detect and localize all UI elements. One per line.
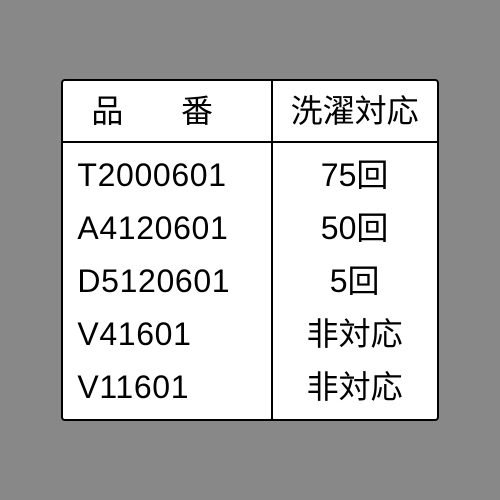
wash-support-cell: 非対応 — [272, 308, 437, 361]
wash-support-cell: 50回 — [272, 202, 437, 255]
table-row: D5120601 5回 — [63, 255, 436, 308]
table-row: V41601 非対応 — [63, 308, 436, 361]
product-number-cell: V41601 — [63, 308, 271, 361]
wash-support-cell: 5回 — [272, 255, 437, 308]
column-header-wash-support: 洗濯対応 — [272, 81, 437, 143]
product-number-cell: V11601 — [63, 361, 271, 420]
table-header-row: 品番 洗濯対応 — [63, 81, 436, 143]
product-table: 品番 洗濯対応 T2000601 75回 A4120601 50回 D51206… — [63, 81, 436, 420]
column-header-product-number: 品番 — [63, 81, 271, 143]
product-table-container: 品番 洗濯対応 T2000601 75回 A4120601 50回 D51206… — [61, 79, 438, 422]
wash-support-cell: 非対応 — [272, 361, 437, 420]
product-number-cell: A4120601 — [63, 202, 271, 255]
wash-support-cell: 75回 — [272, 142, 437, 202]
table-row: T2000601 75回 — [63, 142, 436, 202]
table-row: A4120601 50回 — [63, 202, 436, 255]
table-row: V11601 非対応 — [63, 361, 436, 420]
product-number-cell: D5120601 — [63, 255, 271, 308]
product-number-cell: T2000601 — [63, 142, 271, 202]
